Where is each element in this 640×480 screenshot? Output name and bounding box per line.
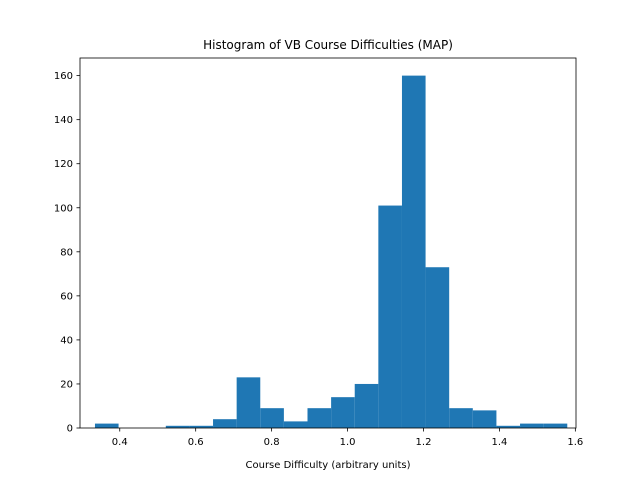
y-axis-ticks: 0 20 40 60 80 100 120 140 160 bbox=[54, 71, 80, 435]
x-tick-label: 0.8 bbox=[264, 437, 280, 448]
histogram-bar bbox=[94, 423, 119, 428]
x-tick-label: 1.4 bbox=[491, 437, 507, 448]
histogram-bar bbox=[213, 419, 237, 428]
x-tick-label: 0.4 bbox=[112, 437, 128, 448]
histogram-bar bbox=[425, 267, 450, 428]
histogram-bar bbox=[189, 425, 214, 428]
y-tick-label: 120 bbox=[54, 159, 73, 170]
x-tick-label: 0.6 bbox=[188, 437, 204, 448]
x-tick-label: 1.0 bbox=[340, 437, 356, 448]
histogram-bar bbox=[283, 421, 308, 428]
histogram-bar bbox=[472, 410, 497, 428]
x-tick-label: 1.2 bbox=[416, 437, 432, 448]
y-tick-label: 0 bbox=[67, 424, 73, 435]
histogram-bar bbox=[331, 397, 355, 428]
y-tick-label: 20 bbox=[60, 379, 73, 390]
histogram-bar bbox=[354, 383, 379, 428]
histogram-bar bbox=[236, 377, 261, 428]
histogram-bar bbox=[378, 205, 402, 428]
y-tick-label: 140 bbox=[54, 115, 73, 126]
histogram-bar bbox=[543, 423, 568, 428]
histogram-bar bbox=[496, 425, 521, 428]
x-axis-label: Course Difficulty (arbitrary units) bbox=[246, 460, 411, 471]
y-tick-label: 60 bbox=[60, 291, 73, 302]
histogram-bar bbox=[449, 408, 473, 428]
y-tick-label: 80 bbox=[60, 247, 73, 258]
histogram-bars bbox=[94, 75, 568, 428]
histogram-bar bbox=[401, 75, 426, 428]
x-axis-ticks: 0.4 0.6 0.8 1.0 1.2 1.4 1.6 bbox=[112, 428, 583, 448]
plot-frame bbox=[79, 57, 577, 429]
chart-title: Histogram of VB Course Difficulties (MAP… bbox=[203, 38, 453, 52]
x-tick-label: 1.6 bbox=[567, 437, 583, 448]
y-tick-label: 100 bbox=[54, 203, 73, 214]
y-tick-label: 40 bbox=[60, 335, 73, 346]
histogram-bar bbox=[307, 408, 332, 428]
histogram-bar bbox=[520, 423, 544, 428]
histogram-bar bbox=[165, 425, 190, 428]
y-tick-label: 160 bbox=[54, 71, 73, 82]
histogram-bar bbox=[260, 408, 284, 428]
